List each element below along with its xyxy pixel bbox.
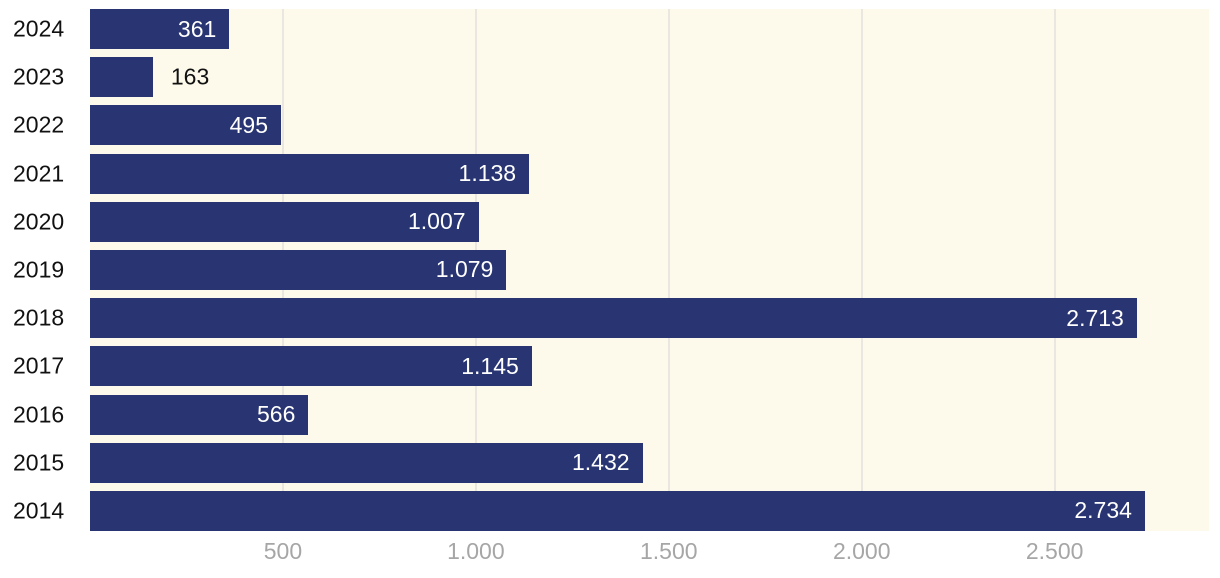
value-label: 566 [257, 401, 296, 427]
category-label: 2017 [13, 352, 65, 379]
category-label: 2015 [13, 449, 65, 476]
bar-rows: 2024 361 2023 163 2022 495 2021 1.138 2020 1.007 2… [0, 9, 1220, 531]
x-tick-label: 500 [263, 538, 303, 564]
bar-row: 2016 566 [0, 394, 1220, 435]
value-label: 1.007 [408, 208, 466, 235]
value-label: 2.713 [1066, 304, 1124, 331]
category-label: 2023 [13, 63, 65, 90]
bar: 566 [90, 394, 309, 435]
category-label: 2018 [13, 304, 65, 331]
bar-row: 2018 2.713 [0, 298, 1220, 339]
bar-track: 2.713 [90, 298, 1209, 339]
x-tick-label: 2.000 [832, 538, 891, 564]
gridline [667, 9, 670, 531]
category-label: 2014 [13, 497, 65, 524]
bar: 1.138 [90, 153, 530, 194]
category-label: 2020 [13, 208, 65, 235]
bar: 2.713 [90, 298, 1137, 339]
value-label: 1.079 [435, 256, 494, 283]
bar: 2.734 [90, 490, 1145, 531]
bar: 495 [90, 105, 281, 146]
bar-track: 163 [90, 57, 1209, 98]
x-tick-label: 1.500 [640, 538, 698, 564]
category-label: 2021 [13, 160, 65, 187]
bar: 1.145 [90, 346, 532, 387]
x-tick-label: 1.000 [447, 538, 505, 564]
value-label: 495 [229, 111, 268, 138]
bar: 1.007 [90, 201, 479, 242]
bar-row: 2020 1.007 [0, 201, 1220, 242]
bar-track: 2.734 [90, 490, 1209, 531]
bar-track: 1.079 [90, 249, 1209, 290]
value-label: 1.145 [461, 352, 519, 379]
category-label: 2024 [13, 15, 65, 42]
gridline [1053, 9, 1056, 531]
value-label: 1.432 [571, 449, 630, 476]
bar-track: 495 [90, 105, 1209, 146]
gridline [860, 9, 863, 531]
bar: 361 [90, 9, 230, 49]
bar-row: 2015 1.432 [0, 442, 1220, 483]
bar-row: 2019 1.079 [0, 249, 1220, 290]
bar-track: 566 [90, 394, 1209, 435]
bar-row: 2017 1.145 [0, 346, 1220, 387]
x-tick-label: 2.500 [1025, 538, 1084, 564]
bar: 1.079 [90, 249, 507, 290]
value-label: 361 [177, 15, 217, 42]
bar-track: 361 [90, 9, 1209, 49]
bar-row: 2023 163 [0, 57, 1220, 98]
bar-track: 1.145 [90, 346, 1209, 387]
category-label: 2019 [13, 256, 65, 283]
bar [90, 57, 153, 98]
value-label: 1.138 [458, 160, 517, 187]
bar-track: 1.007 [90, 201, 1209, 242]
x-axis: 500 1.000 1.500 2.000 2.500 [90, 538, 1209, 568]
value-label: 2.734 [1074, 497, 1132, 524]
bar-row: 2021 1.138 [0, 153, 1220, 194]
bar: 1.432 [90, 442, 643, 483]
category-label: 2022 [13, 111, 65, 138]
value-label: 163 [170, 63, 210, 90]
bar-row: 2024 361 [0, 9, 1220, 49]
bar-row: 2022 495 [0, 105, 1220, 146]
bar-track: 1.138 [90, 153, 1209, 194]
bar-track: 1.432 [90, 442, 1209, 483]
category-label: 2016 [13, 401, 65, 427]
bar-row: 2014 2.734 [0, 490, 1220, 531]
